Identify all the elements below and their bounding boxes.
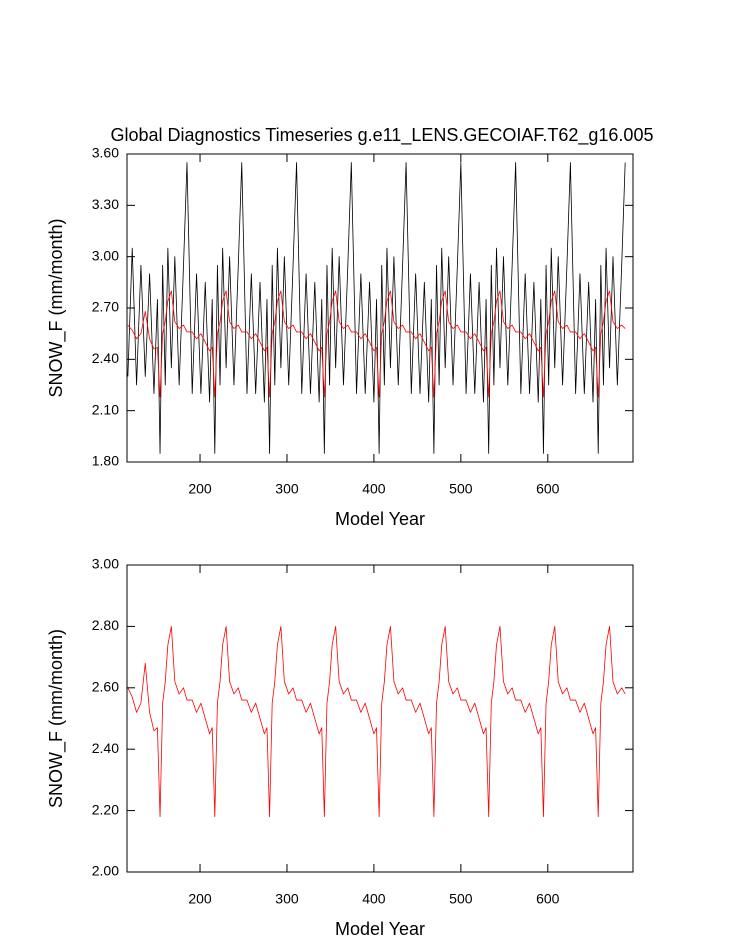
x-tick-label: 400 (362, 891, 386, 907)
x-tick-label: 500 (449, 481, 473, 497)
y-tick-label: 3.60 (92, 145, 119, 161)
y-tick-label: 3.00 (92, 247, 119, 263)
y-tick-label: 3.00 (92, 556, 119, 572)
data-line (127, 290, 626, 398)
x-axis-label: Model Year (335, 919, 425, 939)
x-tick-label: 500 (449, 891, 473, 907)
data-line (127, 162, 626, 454)
x-tick-label: 200 (188, 891, 212, 907)
x-tick-label: 600 (536, 481, 560, 497)
x-tick-label: 300 (275, 481, 299, 497)
y-tick-label: 2.80 (92, 617, 119, 633)
x-tick-label: 400 (362, 481, 386, 497)
y-axis-label: SNOW_F (mm/month) (46, 218, 67, 397)
y-tick-label: 2.70 (92, 299, 119, 315)
y-tick-label: 2.10 (92, 401, 119, 417)
x-tick-label: 200 (188, 481, 212, 497)
y-tick-label: 1.80 (92, 453, 119, 469)
y-tick-label: 2.60 (92, 679, 119, 695)
x-tick-label: 600 (536, 891, 560, 907)
x-axis-label: Model Year (335, 509, 425, 529)
y-tick-label: 2.00 (92, 863, 119, 879)
y-tick-label: 2.40 (92, 740, 119, 756)
x-tick-label: 300 (275, 891, 299, 907)
y-tick-label: 2.40 (92, 350, 119, 366)
chart-title: Global Diagnostics Timeseries g.e11_LENS… (111, 125, 654, 146)
y-tick-label: 2.20 (92, 801, 119, 817)
data-line (127, 626, 626, 818)
y-tick-label: 3.30 (92, 196, 119, 212)
plot-frame (126, 564, 634, 873)
y-axis-label: SNOW_F (mm/month) (46, 629, 67, 808)
